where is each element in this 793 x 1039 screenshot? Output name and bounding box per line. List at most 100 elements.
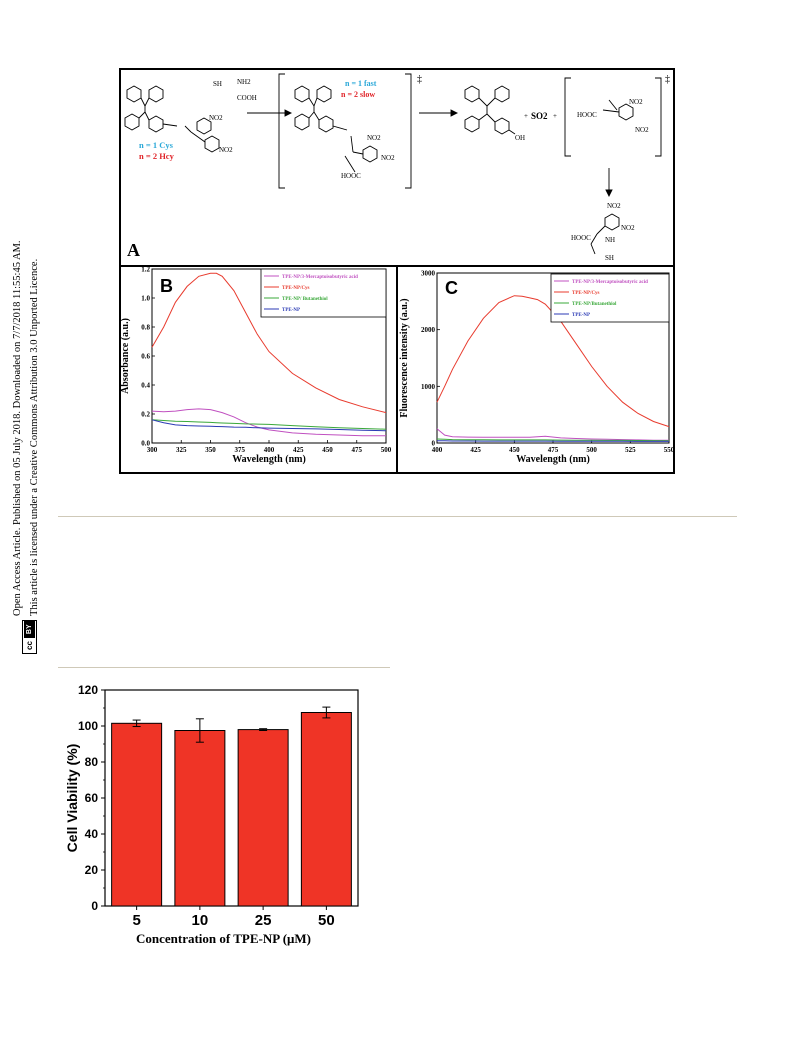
- y-axis-label: Cell Viability (%): [64, 744, 80, 853]
- legend-box: [550, 273, 670, 323]
- no2-label-6: NO2: [635, 126, 649, 134]
- x-tick-label: 500: [586, 446, 597, 454]
- cc-by-badge[interactable]: cc BY: [22, 620, 37, 654]
- y-tick-label: 0.4: [141, 382, 150, 390]
- x-axis-label: Wavelength (nm): [516, 454, 590, 465]
- y-tick-label: 20: [85, 863, 99, 877]
- y-tick-label: 0.8: [141, 324, 150, 332]
- y-tick-label: 0: [91, 899, 98, 913]
- n-hcy-label: n = 2 Hcy: [139, 151, 175, 161]
- legend-entry: TPE-NP: [572, 313, 590, 318]
- series-line-3: [151, 419, 387, 430]
- no2-label-5: NO2: [629, 98, 643, 106]
- dagger-2: ‡: [665, 74, 670, 85]
- x-tick-label: 300: [147, 446, 158, 454]
- y-axis-label: Absorbance (a.u.): [120, 318, 131, 394]
- x-axis-label: Concentration of TPE-NP (μM): [136, 931, 311, 946]
- y-tick-label: 40: [85, 827, 99, 841]
- n-fast-label: n = 1 fast: [345, 79, 377, 88]
- x-tick-label: 550: [664, 446, 675, 454]
- y-tick-label: 120: [78, 683, 98, 697]
- x-axis-label: Wavelength (nm): [232, 454, 306, 465]
- legend-entry: TPE-NP/3-Mercaptoisobutyric acid: [572, 280, 648, 285]
- cc-icon: cc: [24, 637, 35, 653]
- y-tick-label: 2000: [421, 326, 436, 334]
- hooc-label-1: HOOC: [341, 172, 361, 180]
- legend-entry: TPE-NP/Cys: [572, 291, 600, 296]
- y-tick-label: 80: [85, 755, 99, 769]
- y-tick-label: 3000: [421, 270, 436, 278]
- y-tick-label: 0: [432, 440, 436, 448]
- bar-25: [237, 729, 289, 907]
- cooh-label: COOH: [237, 94, 257, 102]
- section-divider-1: [58, 516, 737, 517]
- x-tick-label: 425: [470, 446, 481, 454]
- publication-notice: Open Access Article. Published on 05 Jul…: [12, 240, 23, 616]
- plus-2: +: [553, 112, 557, 120]
- hooc-label-2: HOOC: [577, 111, 597, 119]
- nh2-label: NH2: [237, 78, 251, 86]
- series-line-4: [151, 419, 387, 432]
- no2-label-8: NO2: [621, 224, 635, 232]
- x-tick-label: 50: [318, 912, 335, 929]
- panel-b-absorbance-chart: 300 325 350 375 400 425 450 475 500 0.0 0.2 0.4 0.6 0…: [120, 266, 392, 466]
- plus-1: +: [524, 112, 528, 120]
- sh-label: SH: [213, 80, 222, 88]
- legend-entry: TPE-NP: [282, 308, 300, 313]
- y-tick-label: 0.0: [141, 440, 150, 448]
- n-slow-label: n = 2 slow: [341, 90, 375, 99]
- scheme-a-labels: SH NH2 COOH n = 1 Cys n = 2 Hcy NO2 NO2 …: [127, 74, 670, 262]
- x-tick-label: 25: [255, 912, 272, 929]
- no2-label-3: NO2: [367, 134, 381, 142]
- series-line-3: [436, 438, 670, 442]
- figure-scheme-and-spectra: SH NH2 COOH n = 1 Cys n = 2 Hcy NO2 NO2 …: [119, 68, 675, 474]
- y-tick-label: 60: [85, 791, 99, 805]
- no2-label-4: NO2: [381, 154, 395, 162]
- x-tick-label: 375: [235, 446, 246, 454]
- y-tick-label: 1000: [421, 383, 436, 391]
- cell-viability-bar-chart: 0 20 40 60 80 100 120 5 10 25 50 Concentration of T…: [64, 683, 359, 946]
- x-tick-label: 10: [192, 912, 209, 929]
- x-tick-label: 450: [322, 446, 333, 454]
- legend-entry: TPE-NP/Cys: [282, 286, 310, 291]
- section-divider-2: [58, 667, 390, 668]
- x-tick-label: 525: [625, 446, 636, 454]
- x-tick-label: 400: [264, 446, 275, 454]
- sh-label-2: SH: [605, 254, 614, 262]
- by-icon: BY: [24, 621, 35, 638]
- scheme-a: [124, 73, 662, 255]
- hooc-label-3: HOOC: [571, 234, 591, 242]
- n-cys-label: n = 1 Cys: [139, 140, 174, 150]
- bar-10: [174, 730, 226, 907]
- legend-entry: TPE-NP/Butanethiol: [572, 302, 617, 307]
- series-line-2: [151, 272, 387, 414]
- bar-5: [111, 722, 163, 907]
- x-tick-label: 400: [432, 446, 443, 454]
- legend-box: [260, 268, 387, 318]
- y-tick-label: 0.2: [141, 411, 150, 419]
- x-tick-label: 475: [548, 446, 559, 454]
- panel-c-fluorescence-chart: 400 425 450 475 500 525 550 0 1000 2000 3000 Wavele…: [399, 270, 675, 466]
- series-line-1: [436, 428, 669, 441]
- panel-label: B: [160, 276, 173, 296]
- x-tick-label: 350: [205, 446, 216, 454]
- nh-label: NH: [605, 236, 615, 244]
- y-tick-label: 0.6: [141, 353, 150, 361]
- series-line-1: [151, 408, 386, 437]
- no2-label-2: NO2: [219, 146, 233, 154]
- x-tick-label: 500: [381, 446, 392, 454]
- x-tick-label: 325: [176, 446, 187, 454]
- bar-50: [300, 712, 352, 907]
- series-line-4: [436, 440, 669, 442]
- y-tick-label: 1.0: [141, 295, 150, 303]
- no2-label-7: NO2: [607, 202, 621, 210]
- license-sidebar: Open Access Article. Published on 05 Jul…: [0, 0, 60, 700]
- x-tick-label: 475: [352, 446, 363, 454]
- y-tick-label: 1.2: [141, 266, 150, 274]
- y-tick-label: 100: [78, 719, 98, 733]
- license-notice: This article is licensed under a Creativ…: [29, 258, 40, 616]
- panel-a-label: A: [127, 240, 140, 260]
- x-tick-label: 450: [509, 446, 520, 454]
- dagger-1: ‡: [417, 74, 422, 85]
- oh-label: OH: [515, 134, 525, 142]
